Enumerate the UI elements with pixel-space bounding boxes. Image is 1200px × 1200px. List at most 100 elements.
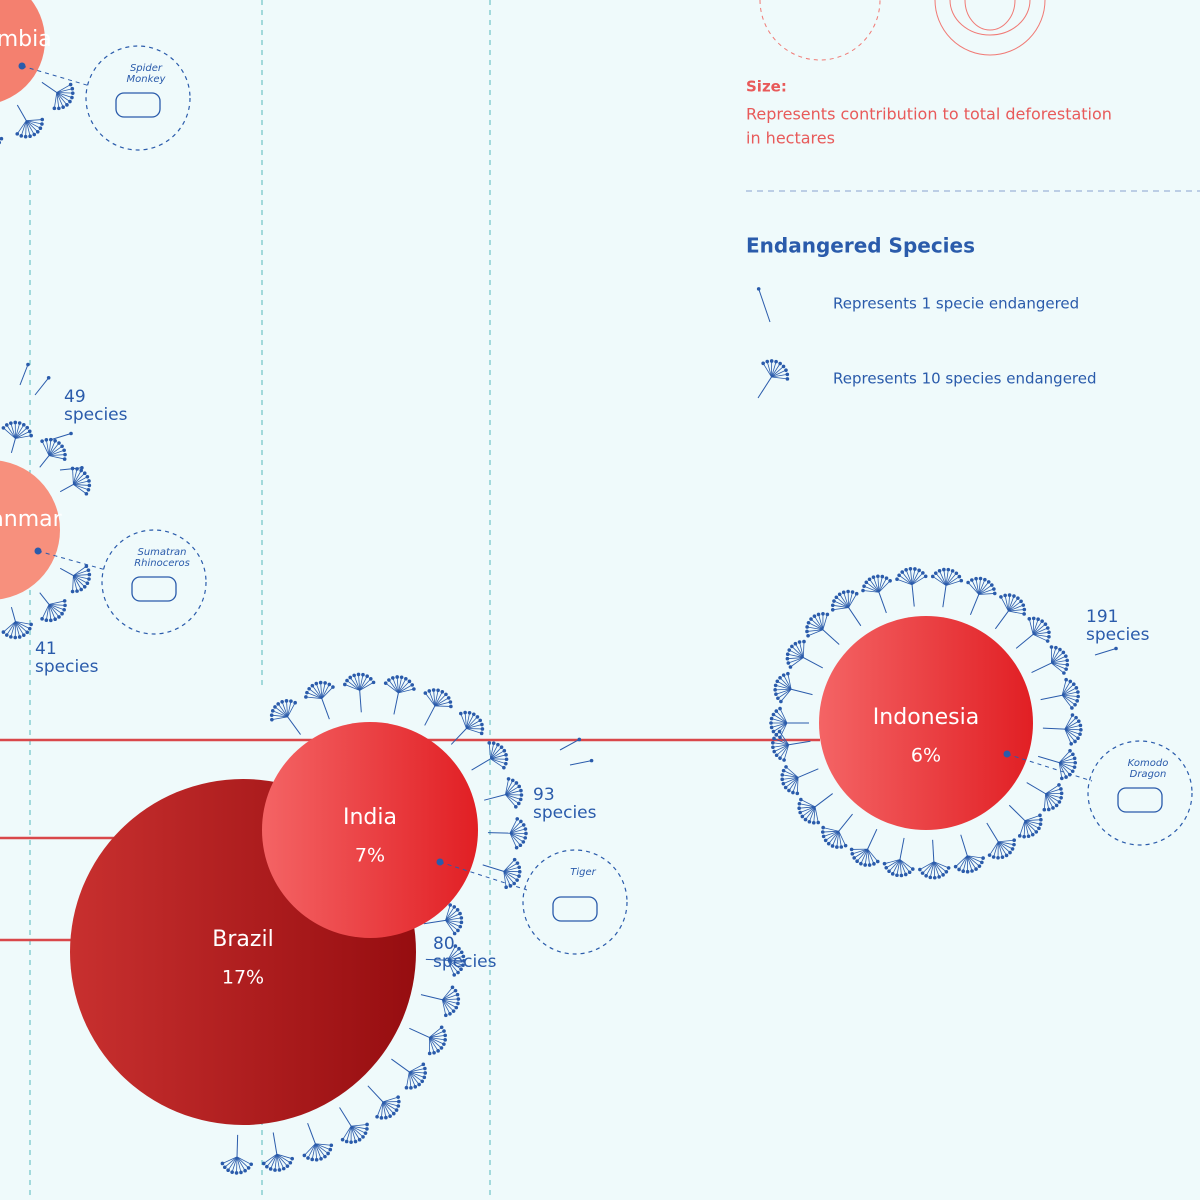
spoke: [823, 830, 839, 837]
seed: [70, 95, 74, 100]
spoke: [429, 1037, 439, 1052]
spoke: [772, 744, 789, 748]
seed: [290, 1156, 294, 1161]
seed: [61, 105, 65, 109]
spoke: [73, 470, 82, 485]
spoke: [783, 770, 799, 778]
stem: [34, 377, 50, 396]
seed: [452, 931, 457, 936]
spoke: [321, 684, 330, 699]
seed: [774, 709, 779, 713]
spoke: [434, 690, 439, 707]
seed: [888, 578, 892, 583]
seed: [788, 665, 793, 669]
spoke: [48, 604, 65, 611]
spoke: [314, 1143, 318, 1160]
seed: [830, 603, 835, 608]
seed: [1079, 728, 1083, 732]
spoke: [466, 712, 470, 729]
stem: [942, 585, 947, 608]
seed: [1072, 765, 1077, 769]
seed: [835, 845, 839, 849]
seed: [442, 1029, 446, 1033]
spoke: [351, 1124, 368, 1127]
seed: [1075, 699, 1079, 703]
country-share: 6%: [911, 745, 941, 767]
seed: [920, 871, 925, 875]
seed: [234, 1171, 239, 1175]
spoke: [1032, 618, 1035, 635]
spoke: [398, 684, 413, 694]
seed: [456, 970, 460, 975]
spoke: [775, 688, 792, 695]
seed: [13, 635, 18, 640]
spoke: [1008, 600, 1022, 612]
seed: [452, 973, 457, 977]
seed: [913, 567, 917, 571]
spoke: [48, 449, 65, 456]
spoke: [466, 728, 482, 734]
spoke: [962, 855, 968, 872]
seed: [394, 1108, 399, 1112]
seed: [502, 765, 506, 770]
species-count: 191: [1086, 607, 1118, 627]
species-title: Endangered Species: [746, 234, 975, 258]
spoke: [978, 581, 990, 595]
seed: [908, 566, 913, 571]
stem: [425, 958, 448, 961]
seed: [1054, 803, 1059, 808]
seed: [456, 1001, 460, 1006]
spoke: [16, 120, 27, 135]
spoke: [1051, 649, 1061, 664]
seed: [281, 1166, 286, 1171]
seed: [349, 1140, 353, 1144]
seed: [289, 699, 293, 703]
seed: [805, 625, 809, 629]
spoke: [1058, 750, 1071, 763]
seed: [306, 1156, 310, 1160]
stem: [272, 1132, 278, 1155]
spoke: [796, 777, 799, 794]
seed: [448, 700, 453, 704]
spoke: [788, 777, 799, 791]
seed: [918, 867, 922, 872]
stem: [559, 739, 580, 751]
spoke: [271, 716, 288, 721]
connector: [21, 65, 91, 87]
spoke: [945, 580, 962, 586]
spoke: [1008, 610, 1025, 615]
spoke: [56, 92, 60, 109]
seed: [57, 615, 61, 619]
spoke: [26, 120, 43, 125]
spoke: [967, 855, 984, 859]
spoke: [878, 580, 891, 593]
spoke: [856, 848, 868, 862]
seed: [439, 1046, 444, 1050]
spoke: [832, 607, 849, 611]
spoke: [344, 684, 360, 691]
seed: [446, 696, 451, 700]
stem: [822, 629, 840, 645]
spoke: [358, 674, 361, 691]
seed: [87, 479, 91, 483]
spoke: [15, 422, 21, 439]
spoke: [1045, 793, 1050, 810]
spoke: [434, 697, 449, 707]
seed: [344, 1139, 349, 1144]
seed: [86, 487, 91, 492]
seed: [458, 711, 463, 716]
spoke: [350, 1126, 356, 1142]
spoke: [349, 677, 361, 691]
seed: [923, 574, 928, 579]
spoke: [314, 1143, 322, 1159]
seed: [243, 1168, 247, 1173]
spoke: [464, 712, 467, 729]
seed: [577, 737, 582, 742]
spoke: [505, 794, 521, 800]
seed: [778, 675, 782, 680]
spoke: [505, 794, 517, 808]
seed: [456, 997, 461, 1001]
stem: [10, 438, 16, 454]
seed: [959, 578, 964, 583]
seed: [852, 856, 857, 860]
